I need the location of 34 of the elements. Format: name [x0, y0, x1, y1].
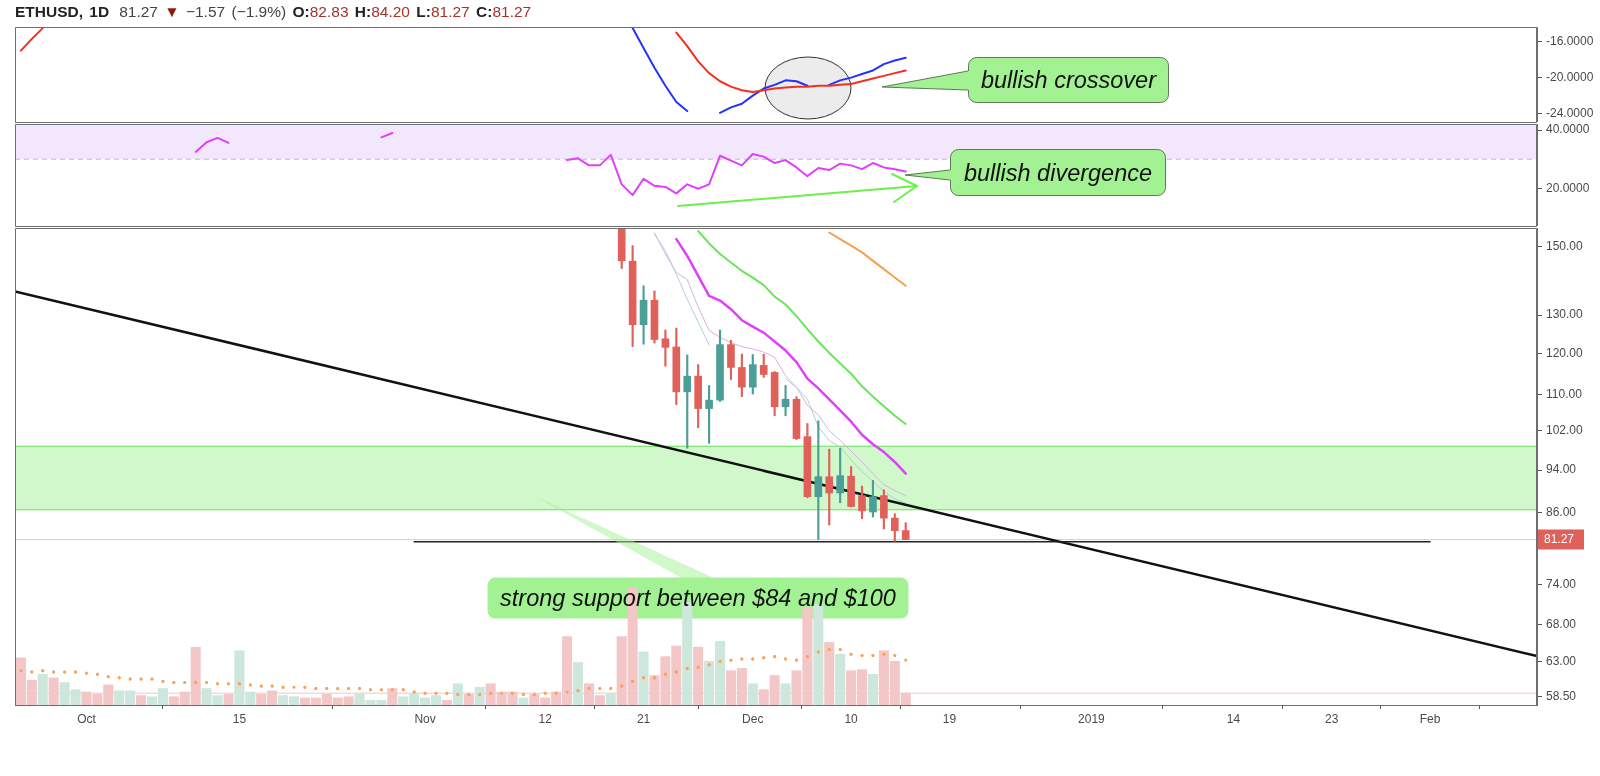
y-tick-label: 120.00 [1546, 345, 1584, 360]
ref-line-label: 81.27 [1544, 531, 1575, 546]
x-tick-label: 14 [1226, 711, 1241, 726]
y-tick-label: 102.00 [1546, 423, 1584, 438]
y-tick-label: 20.0000 [1546, 180, 1590, 195]
y-tick-label: 63.00 [1546, 653, 1577, 668]
x-tick-label: Nov [414, 711, 436, 726]
chart-title: ETHUSD, 1D [15, 3, 110, 20]
y-tick-label: 58.50 [1546, 689, 1577, 704]
x-tick-label: 19 [942, 711, 957, 726]
y-tick-label: 150.00 [1546, 238, 1584, 253]
y-tick-label: -24.0000 [1546, 106, 1594, 120]
y-tick-label: 130.00 [1546, 307, 1584, 322]
y-tick-label: 68.00 [1546, 617, 1577, 632]
x-tick-label: 21 [636, 711, 651, 726]
annotation: bullish crossover [980, 66, 1156, 94]
x-tick-label: Feb [1419, 711, 1441, 726]
y-tick-label: 74.00 [1546, 576, 1577, 591]
y-tick-label: 40.0000 [1546, 122, 1590, 137]
x-tick-label: 15 [232, 711, 247, 726]
annotation: bullish divergence [963, 158, 1153, 187]
text: 81.27 ▼ −1.57 (−1.9%) O:82.83 H:84.20 L:81.27 C:81.27 [119, 3, 532, 20]
y-tick-label: 94.00 [1546, 462, 1577, 477]
y-tick-label: 86.00 [1546, 504, 1577, 519]
y-tick-label: -16.0000 [1546, 33, 1594, 48]
x-tick-label: Dec [742, 711, 764, 726]
y-tick-label: 110.00 [1546, 387, 1583, 402]
x-tick-label: 2019 [1078, 711, 1106, 726]
x-tick-label: 10 [844, 711, 859, 726]
annotation: strong support between $84 and $100 [500, 584, 896, 612]
x-tick-label: 23 [1325, 711, 1339, 726]
x-tick-label: 12 [538, 711, 553, 726]
x-tick-label: Oct [77, 711, 97, 726]
y-tick-label: -20.0000 [1546, 69, 1594, 84]
